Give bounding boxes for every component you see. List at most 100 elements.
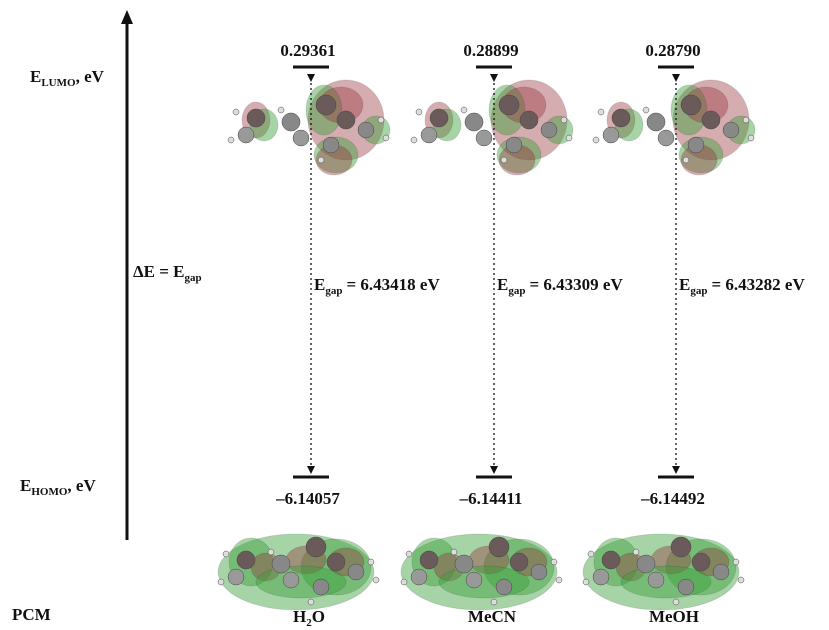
atom (368, 559, 374, 565)
atom (278, 107, 284, 113)
atom (603, 127, 619, 143)
lumo-axis-label-part: LUMO (41, 77, 76, 89)
atom (268, 549, 274, 555)
atom (218, 579, 224, 585)
homo-axis-label: EHOMO, eV (20, 476, 96, 498)
atom (738, 577, 744, 583)
atom (306, 537, 326, 557)
solvent-label-part: O (312, 607, 325, 626)
atom (593, 137, 599, 143)
atom (348, 564, 364, 580)
atom (510, 553, 528, 571)
orbital-lobe (439, 566, 529, 598)
homo-axis-label-part: E (20, 476, 31, 495)
atom (272, 555, 290, 573)
homo-value: –6.14492 (640, 489, 705, 508)
model-label: PCM (12, 605, 51, 624)
atom (466, 572, 482, 588)
homo-value: –6.14057 (275, 489, 340, 508)
homo-orbital (218, 534, 379, 610)
atom (496, 579, 512, 595)
atom (318, 157, 324, 163)
atom (411, 569, 427, 585)
atom (743, 117, 749, 123)
atom (602, 551, 620, 569)
atom (476, 130, 492, 146)
atom (282, 113, 300, 131)
atom (541, 122, 557, 138)
atom (713, 564, 729, 580)
lumo-orbital (411, 80, 573, 175)
lumo-axis-label-part: E (30, 67, 41, 86)
atom (491, 599, 497, 605)
atom (313, 579, 329, 595)
atom (658, 130, 674, 146)
atom (678, 579, 694, 595)
orbital-lobe (621, 566, 711, 598)
gap-label-part: gap (325, 285, 342, 297)
atom (238, 127, 254, 143)
atom (702, 111, 720, 129)
atom (327, 553, 345, 571)
atom (723, 122, 739, 138)
atom (551, 559, 557, 565)
gap-label-part: gap (508, 285, 525, 297)
atom (420, 551, 438, 569)
homo-orbital (401, 534, 562, 610)
atom (683, 157, 689, 163)
atom (461, 107, 467, 113)
solvent-label: MeCN (468, 607, 517, 626)
atom (588, 551, 594, 557)
atom (283, 572, 299, 588)
solvent-label: H2O (293, 607, 325, 629)
atom (358, 122, 374, 138)
atom (455, 555, 473, 573)
lumo-orbital (593, 80, 755, 175)
atom (237, 551, 255, 569)
solvent-label-part: MeOH (649, 607, 699, 626)
atom (633, 549, 639, 555)
gap-axis-label-part: gap (185, 272, 202, 284)
lumo-value: 0.28790 (645, 41, 700, 60)
gap-axis-label: ΔE = Egap (133, 262, 202, 284)
atom (566, 135, 572, 141)
lumo-value: 0.29361 (280, 41, 335, 60)
solvent-label-part: MeCN (468, 607, 517, 626)
atom (681, 95, 701, 115)
homo-axis-label-part: HOMO (31, 486, 67, 498)
atom (430, 109, 448, 127)
atom (323, 137, 339, 153)
atom (293, 130, 309, 146)
gap-label-part: gap (690, 285, 707, 297)
atom (451, 549, 457, 555)
atom (499, 95, 519, 115)
atom (692, 553, 710, 571)
homo-value: –6.14411 (459, 489, 523, 508)
gap-label: Egap= 6.43282 eV (679, 275, 805, 297)
gap-label-part: = 6.43418 eV (346, 275, 440, 294)
lumo-axis-label: ELUMO, eV (30, 67, 105, 89)
atom (556, 577, 562, 583)
atom (612, 109, 630, 127)
gap-label-part: = 6.43282 eV (711, 275, 805, 294)
orbital-lobe (256, 566, 346, 598)
atom (643, 107, 649, 113)
content: ELUMO, eV ΔE = Egap EHOMO, eV PCM 0.29361 –6.… (12, 41, 805, 629)
atom (733, 559, 739, 565)
homo-orbital (583, 534, 744, 610)
atom (421, 127, 437, 143)
atom (501, 157, 507, 163)
atom (383, 135, 389, 141)
solvent-label-part: H (293, 607, 306, 626)
gap-label-part: E (314, 275, 325, 294)
atom (520, 111, 538, 129)
atom (308, 599, 314, 605)
atom (406, 551, 412, 557)
atom (228, 569, 244, 585)
atom (637, 555, 655, 573)
gap-label: Egap = 6.43418 eV (314, 275, 440, 297)
lumo-value: 0.28899 (463, 41, 518, 60)
atom (671, 537, 691, 557)
atom (506, 137, 522, 153)
atom (583, 579, 589, 585)
